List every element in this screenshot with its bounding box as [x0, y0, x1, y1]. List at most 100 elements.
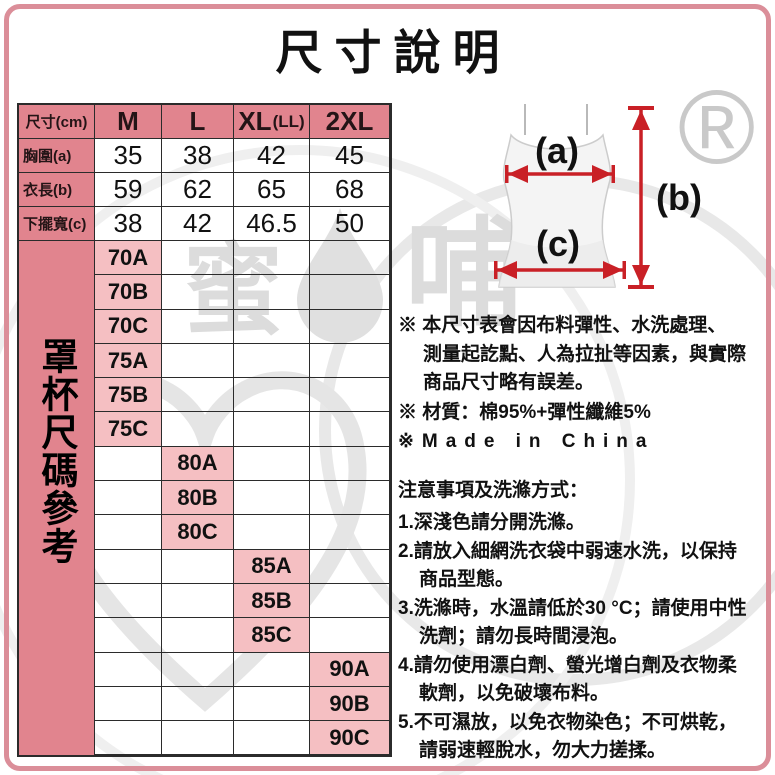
empty-cell — [234, 721, 310, 756]
cup-size-cell: 75C — [95, 412, 162, 447]
cup-size-cell: 80C — [162, 515, 234, 550]
empty-cell — [234, 275, 310, 310]
care-item-line: 1.深淺色請分開洗滌。 — [398, 512, 585, 533]
empty-cell — [234, 412, 310, 447]
size-table: 尺寸(cm) M L XL (LL) 2XL 胸圍(a) 35 38 42 45 衣長(b) 59 62 6… — [17, 103, 392, 758]
registered-trademark-icon: ® — [678, 69, 755, 186]
empty-cell — [234, 378, 310, 413]
size-disclaimer-line: 測量起訖點、人為拉扯等因素，與實際 — [423, 343, 747, 365]
empty-cell — [162, 343, 234, 379]
diagram-label-a: (a) — [535, 130, 579, 171]
measurement-value: 62 — [162, 173, 234, 207]
measurement-diagram: (a) (c) (b) — [494, 104, 702, 289]
empty-cell — [310, 412, 390, 447]
cup-reference-side-label: 罩杯尺碼參考 — [19, 241, 95, 756]
cup-size-cell: 75B — [95, 378, 162, 413]
empty-cell — [234, 241, 310, 276]
cup-size-cell: 70A — [95, 241, 162, 276]
empty-cell — [234, 686, 310, 722]
empty-cell — [162, 241, 234, 276]
measurement-value: 35 — [95, 139, 162, 173]
empty-cell — [162, 549, 234, 584]
empty-cell — [95, 549, 162, 584]
measurement-value: 50 — [310, 207, 390, 241]
care-item-line: 3.洗滌時，水溫請低於30 °C；請使用中性 — [398, 598, 747, 619]
empty-cell — [162, 721, 234, 756]
empty-cell — [310, 343, 390, 379]
measurement-value: 59 — [95, 173, 162, 207]
cup-size-cell: 85C — [234, 618, 310, 653]
empty-cell — [310, 618, 390, 653]
diagram-label-c: (c) — [536, 223, 580, 264]
measurement-value: 46.5 — [234, 207, 310, 241]
empty-cell — [310, 583, 390, 619]
care-item: 4.請勿使用漂白劑、螢光增白劑及衣物柔 軟劑，以免破壞布料。 — [398, 652, 770, 708]
care-item-line: 洗劑；請勿長時間浸泡。 — [419, 626, 629, 647]
size-disclaimer-line: ※ 本尺寸表會因布料彈性、水洗處理、 — [398, 315, 727, 336]
empty-cell — [310, 309, 390, 344]
care-item: 5.不可濕放，以免衣物染色；不可烘乾， 請弱速輕脫水，勿大力搓揉。 — [398, 709, 770, 765]
size-column-header: XL (LL) — [234, 105, 310, 139]
empty-cell — [162, 412, 234, 447]
empty-cell — [234, 481, 310, 516]
size-column-header: L — [162, 105, 234, 139]
cup-size-cell: 70B — [95, 275, 162, 310]
empty-cell — [95, 446, 162, 482]
empty-cell — [234, 446, 310, 482]
diagram-label-b: (b) — [656, 177, 702, 218]
measurement-value: 65 — [234, 173, 310, 207]
arrow-a — [505, 165, 615, 183]
empty-cell — [310, 481, 390, 516]
care-items: 1.深淺色請分開洗滌。 2.請放入細網洗衣袋中弱速水洗，以保持 商品型態。 3.洗滌時… — [398, 509, 770, 765]
empty-cell — [95, 515, 162, 550]
empty-cell — [162, 275, 234, 310]
size-disclaimer: ※ 本尺寸表會因布料彈性、水洗處理、測量起訖點、人為拉扯等因素，與實際 商品尺寸略… — [398, 312, 766, 398]
cup-reference-side-label-text: 罩杯尺碼參考 — [36, 337, 77, 565]
empty-cell — [310, 241, 390, 276]
measurement-value: 68 — [310, 173, 390, 207]
empty-cell — [234, 309, 310, 344]
care-item-line: 請弱速輕脫水，勿大力搓揉。 — [419, 740, 667, 761]
cup-size-cell: 90A — [310, 652, 390, 687]
empty-cell — [234, 652, 310, 687]
cup-size-cell: 80B — [162, 481, 234, 516]
empty-cell — [95, 652, 162, 687]
empty-cell — [162, 686, 234, 722]
empty-cell — [310, 378, 390, 413]
cup-size-cell: 90C — [310, 721, 390, 756]
size-table-unit-header: 尺寸(cm) — [19, 105, 95, 139]
empty-cell — [162, 583, 234, 619]
measurement-row-label: 衣長(b) — [19, 173, 95, 207]
empty-cell — [95, 583, 162, 619]
cup-size-cell: 90B — [310, 686, 390, 722]
empty-cell — [162, 618, 234, 653]
measurement-value: 42 — [162, 207, 234, 241]
empty-cell — [310, 446, 390, 482]
size-disclaimer-line: 商品尺寸略有誤差。 — [423, 372, 595, 393]
measurement-row-label: 胸圍(a) — [19, 139, 95, 173]
watermark-circle-2 — [0, 145, 635, 775]
arrow-c — [494, 261, 626, 279]
cup-size-cell: 85A — [234, 549, 310, 584]
empty-cell — [234, 515, 310, 550]
empty-cell — [310, 515, 390, 550]
care-item: 3.洗滌時，水溫請低於30 °C；請使用中性洗劑；請勿長時間浸泡。 — [398, 595, 770, 651]
measurement-value: 42 — [234, 139, 310, 173]
empty-cell — [310, 275, 390, 310]
care-item-line: 5.不可濕放，以免衣物染色；不可烘乾， — [398, 712, 737, 733]
empty-cell — [234, 343, 310, 379]
cup-size-cell: 85B — [234, 583, 310, 619]
empty-cell — [95, 686, 162, 722]
care-item-line: 2.請放入細網洗衣袋中弱速水洗，以保持 — [398, 541, 737, 562]
empty-cell — [95, 618, 162, 653]
arrow-b — [628, 106, 654, 289]
care-item-line: 軟劑，以免破壞布料。 — [419, 683, 610, 704]
sizing-notes: ※ 本尺寸表會因布料彈性、水洗處理、測量起訖點、人為拉扯等因素，與實際 商品尺寸略… — [398, 312, 766, 457]
page-title: 尺寸說明 — [275, 26, 512, 79]
cup-size-cell: 70C — [95, 309, 162, 344]
care-item: 1.深淺色請分開洗滌。 — [398, 509, 770, 537]
empty-cell — [162, 378, 234, 413]
empty-cell — [95, 481, 162, 516]
measurement-value: 45 — [310, 139, 390, 173]
empty-cell — [95, 721, 162, 756]
